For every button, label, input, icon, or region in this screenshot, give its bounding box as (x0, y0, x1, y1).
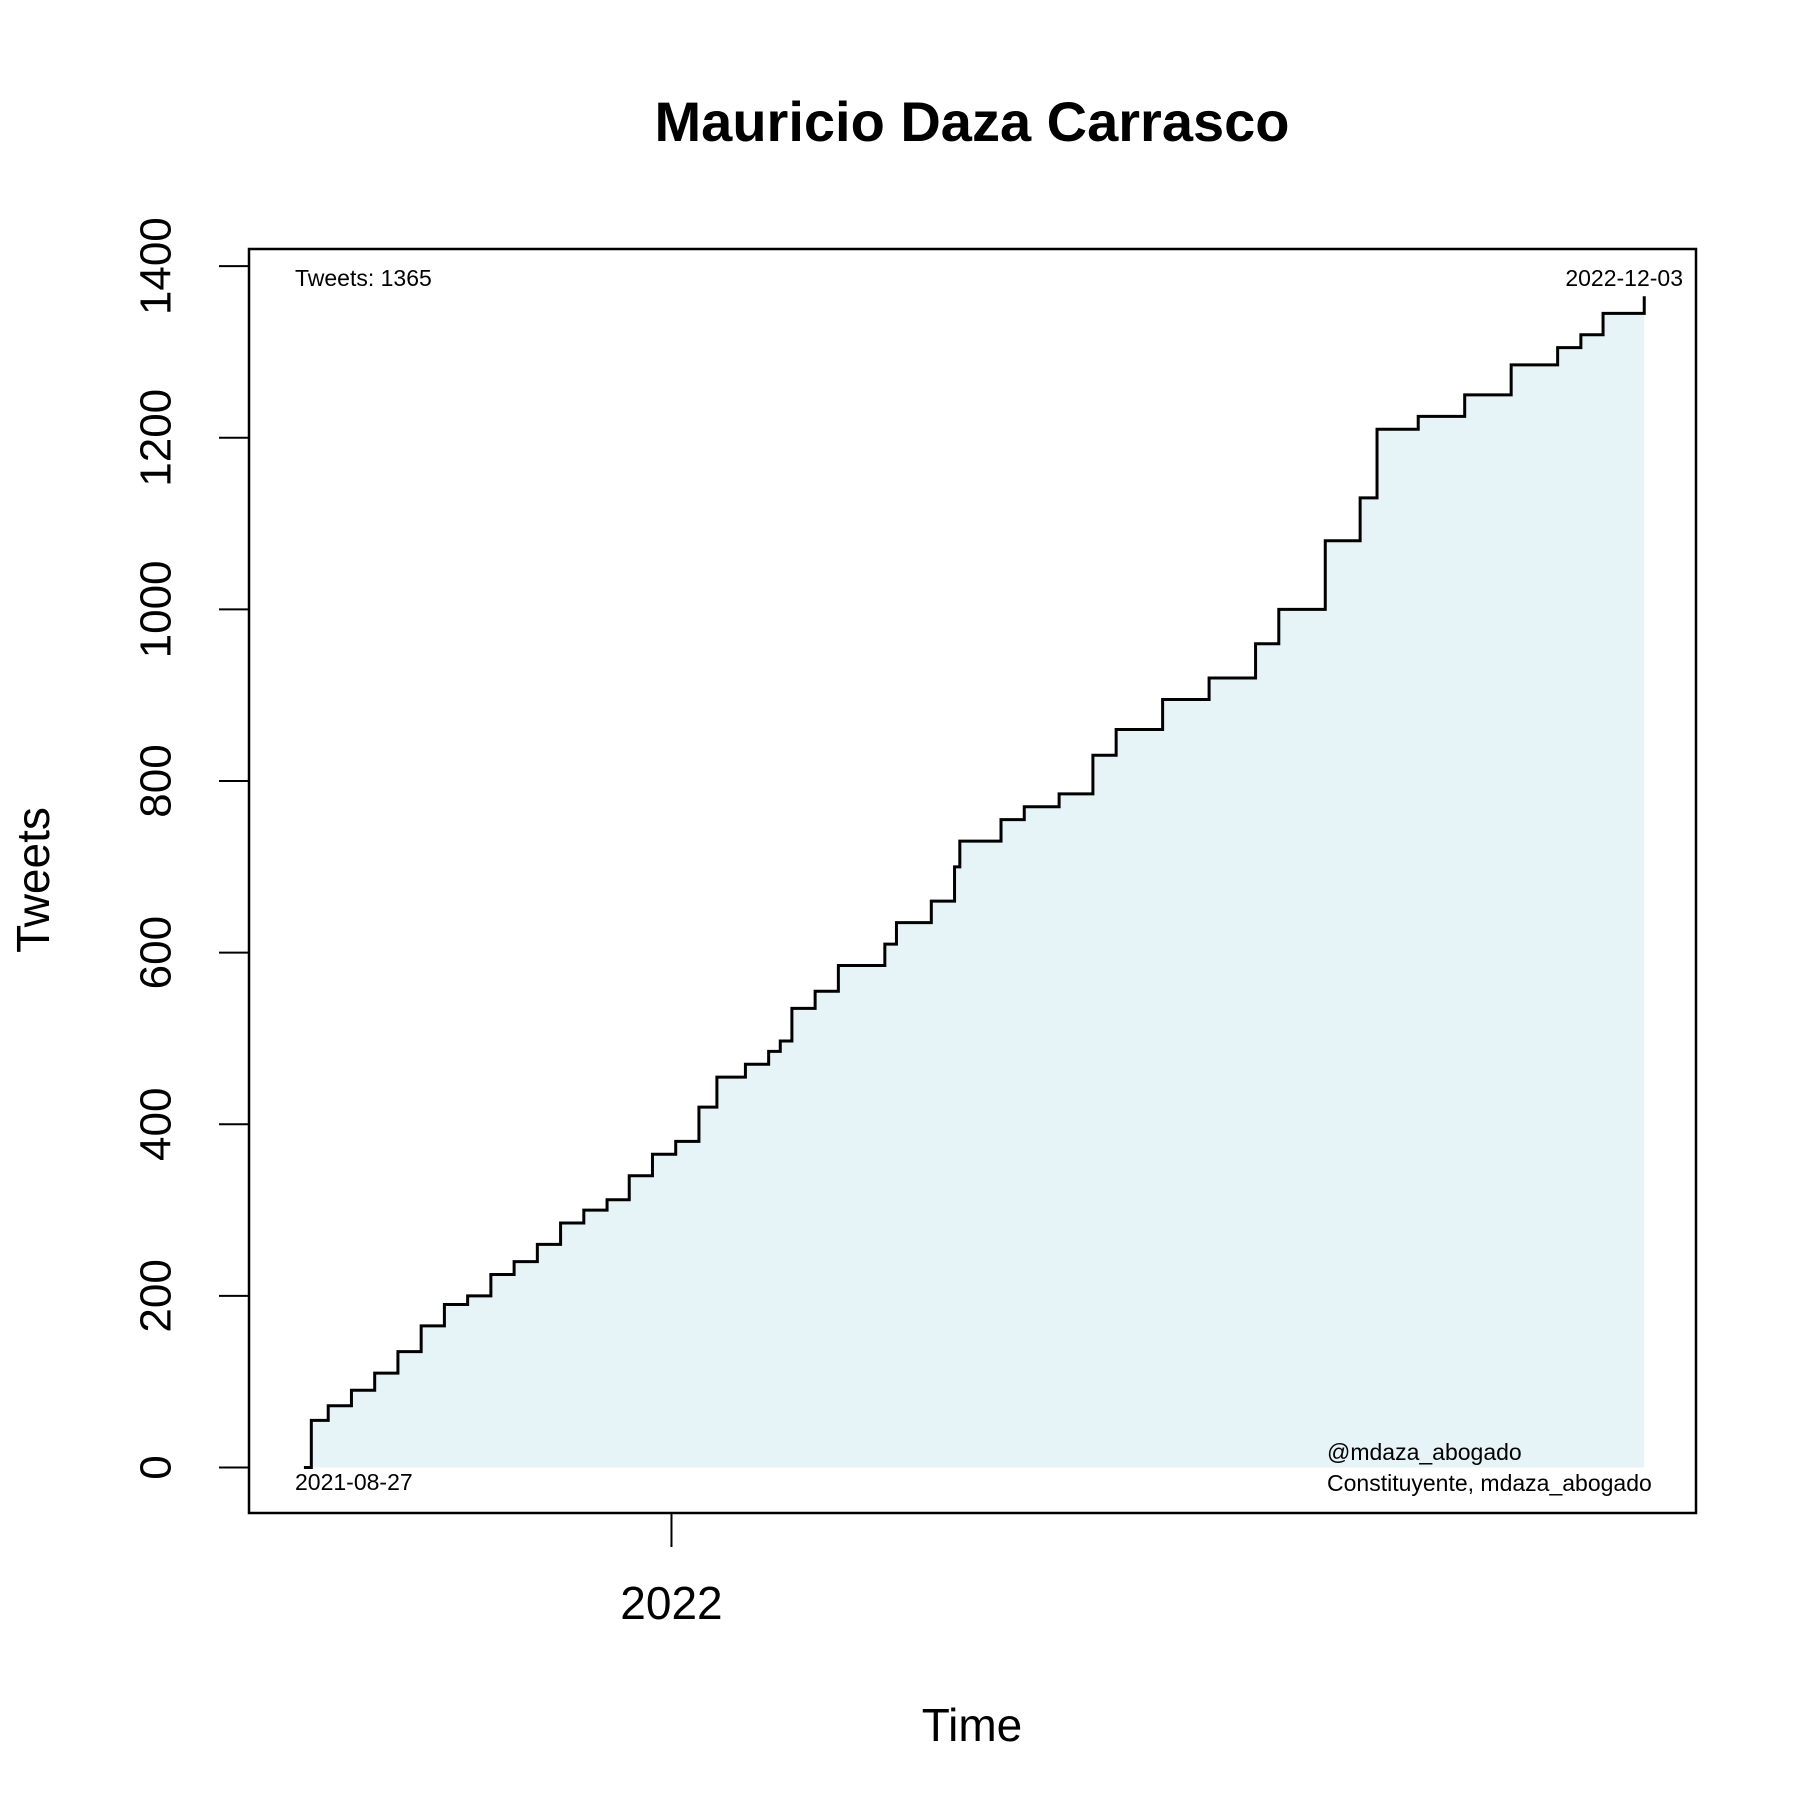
y-tick-label: 600 (132, 916, 181, 989)
annotation: Constituyente, mdaza_abogado (1327, 1470, 1652, 1496)
y-tick-label: 1200 (132, 389, 181, 487)
plot-frame (247, 247, 1698, 1515)
y-tick-label: 200 (132, 1259, 181, 1332)
y-axis-label: Tweets (7, 807, 59, 953)
annotation: @mdaza_abogado (1327, 1439, 1522, 1465)
line (303, 296, 1646, 1470)
area (303, 296, 1645, 1468)
y-tick-label: 1000 (132, 560, 181, 658)
chart-title: Mauricio Daza Carrasco (655, 90, 1290, 153)
y-tick-label: 800 (132, 744, 181, 817)
y-tick-label: 400 (132, 1088, 181, 1161)
y-tick-label: 0 (132, 1455, 181, 1479)
annotation: Tweets: 1365 (295, 265, 432, 291)
x-axis-label: Time (922, 1699, 1023, 1751)
annotation: 2021-08-27 (295, 1469, 413, 1495)
y-tick-label: 1400 (132, 217, 181, 315)
x-tick-label: 2022 (620, 1577, 722, 1629)
annotation: 2022-12-03 (1565, 265, 1683, 291)
